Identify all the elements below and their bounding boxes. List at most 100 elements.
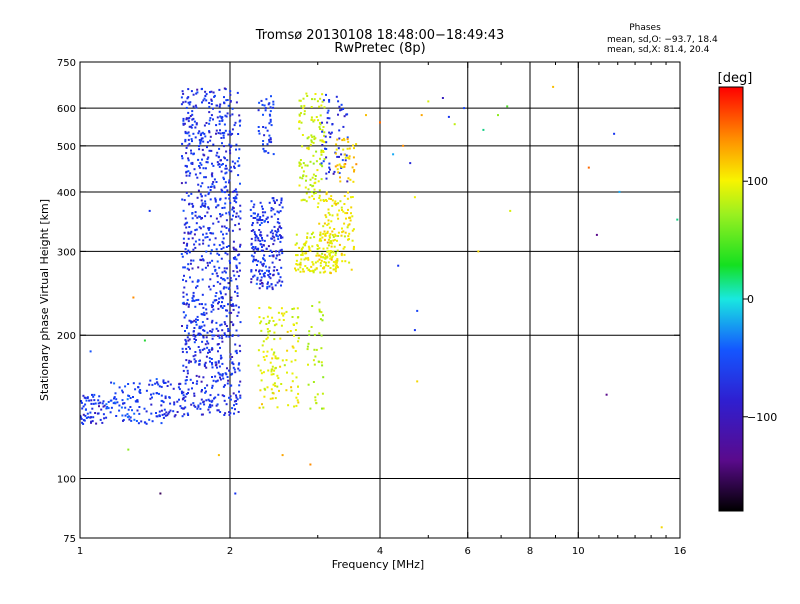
data-point [303,110,306,113]
data-point [100,408,103,411]
data-point [316,248,319,250]
data-point [80,400,83,403]
data-point [223,384,226,387]
data-point [322,232,325,235]
data-point [220,323,223,326]
data-point [210,358,213,360]
data-point [201,182,204,185]
data-point [312,381,315,383]
data-point [334,270,337,273]
data-point [182,397,185,400]
data-point [271,286,274,289]
data-point [120,406,123,409]
data-point [260,249,263,252]
data-point [190,149,192,152]
data-point [266,129,269,132]
data-point [237,275,240,278]
data-point [121,389,124,392]
data-point [184,251,187,254]
data-point [188,203,190,206]
data-point [307,245,310,248]
data-point [332,250,335,253]
data-point [318,247,321,250]
data-point [316,100,319,103]
data-point [203,97,206,100]
data-point [196,319,199,321]
data-point [107,401,110,403]
data-point [272,197,275,200]
data-point [198,130,201,133]
data-point [302,162,305,165]
x-axis-label: Frequency [MHz] [332,558,424,571]
data-point [261,403,263,406]
data-point [326,241,329,244]
data-point [137,422,140,425]
data-point [189,262,192,265]
data-point [298,164,301,167]
data-point [270,283,273,286]
data-point [179,405,182,408]
data-point [185,351,188,354]
data-point [158,385,161,388]
data-point [295,396,298,399]
data-point [324,234,327,237]
data-point [206,211,209,214]
data-point [214,295,217,298]
data-point [299,176,302,179]
data-point [210,249,213,252]
data-point [298,162,301,165]
data-point [327,265,330,267]
data-point [84,408,87,411]
data-point [279,365,282,368]
data-point [305,257,308,260]
data-point [217,132,220,135]
data-point [82,419,85,422]
data-point [270,141,273,144]
data-point [198,166,201,169]
data-point [126,416,129,419]
data-point [322,376,325,379]
data-point [182,117,185,120]
data-point [201,148,204,151]
data-point [325,193,328,196]
data-point [342,137,345,140]
data-point [229,277,232,279]
data-point [278,389,280,392]
data-point [81,421,84,424]
data-point [232,190,235,193]
data-point [98,405,100,408]
data-point [183,303,186,305]
data-point [195,299,198,302]
data-point [320,361,323,364]
data-point [259,322,262,325]
data-point [226,159,229,162]
data-point [269,273,272,275]
data-point [216,151,219,154]
data-point [327,222,330,225]
data-point [116,401,119,404]
data-point [263,387,266,390]
data-point [292,346,295,349]
data-point [234,408,236,411]
data-point [201,101,203,104]
data-point [221,225,224,228]
data-point [184,130,187,133]
data-point [166,385,169,387]
data-point [232,270,235,273]
data-point [174,414,177,417]
data-point [88,399,91,402]
data-point [214,396,217,399]
data-point [344,212,347,215]
data-point [272,106,275,109]
data-point [347,208,349,211]
data-point [189,101,192,104]
data-point [182,92,185,95]
data-point [413,329,416,332]
data-point [186,144,189,147]
data-point [338,172,341,174]
data-point [160,385,163,388]
data-point [208,130,211,133]
data-point [223,225,226,228]
data-point [298,184,301,187]
data-point [209,198,212,201]
